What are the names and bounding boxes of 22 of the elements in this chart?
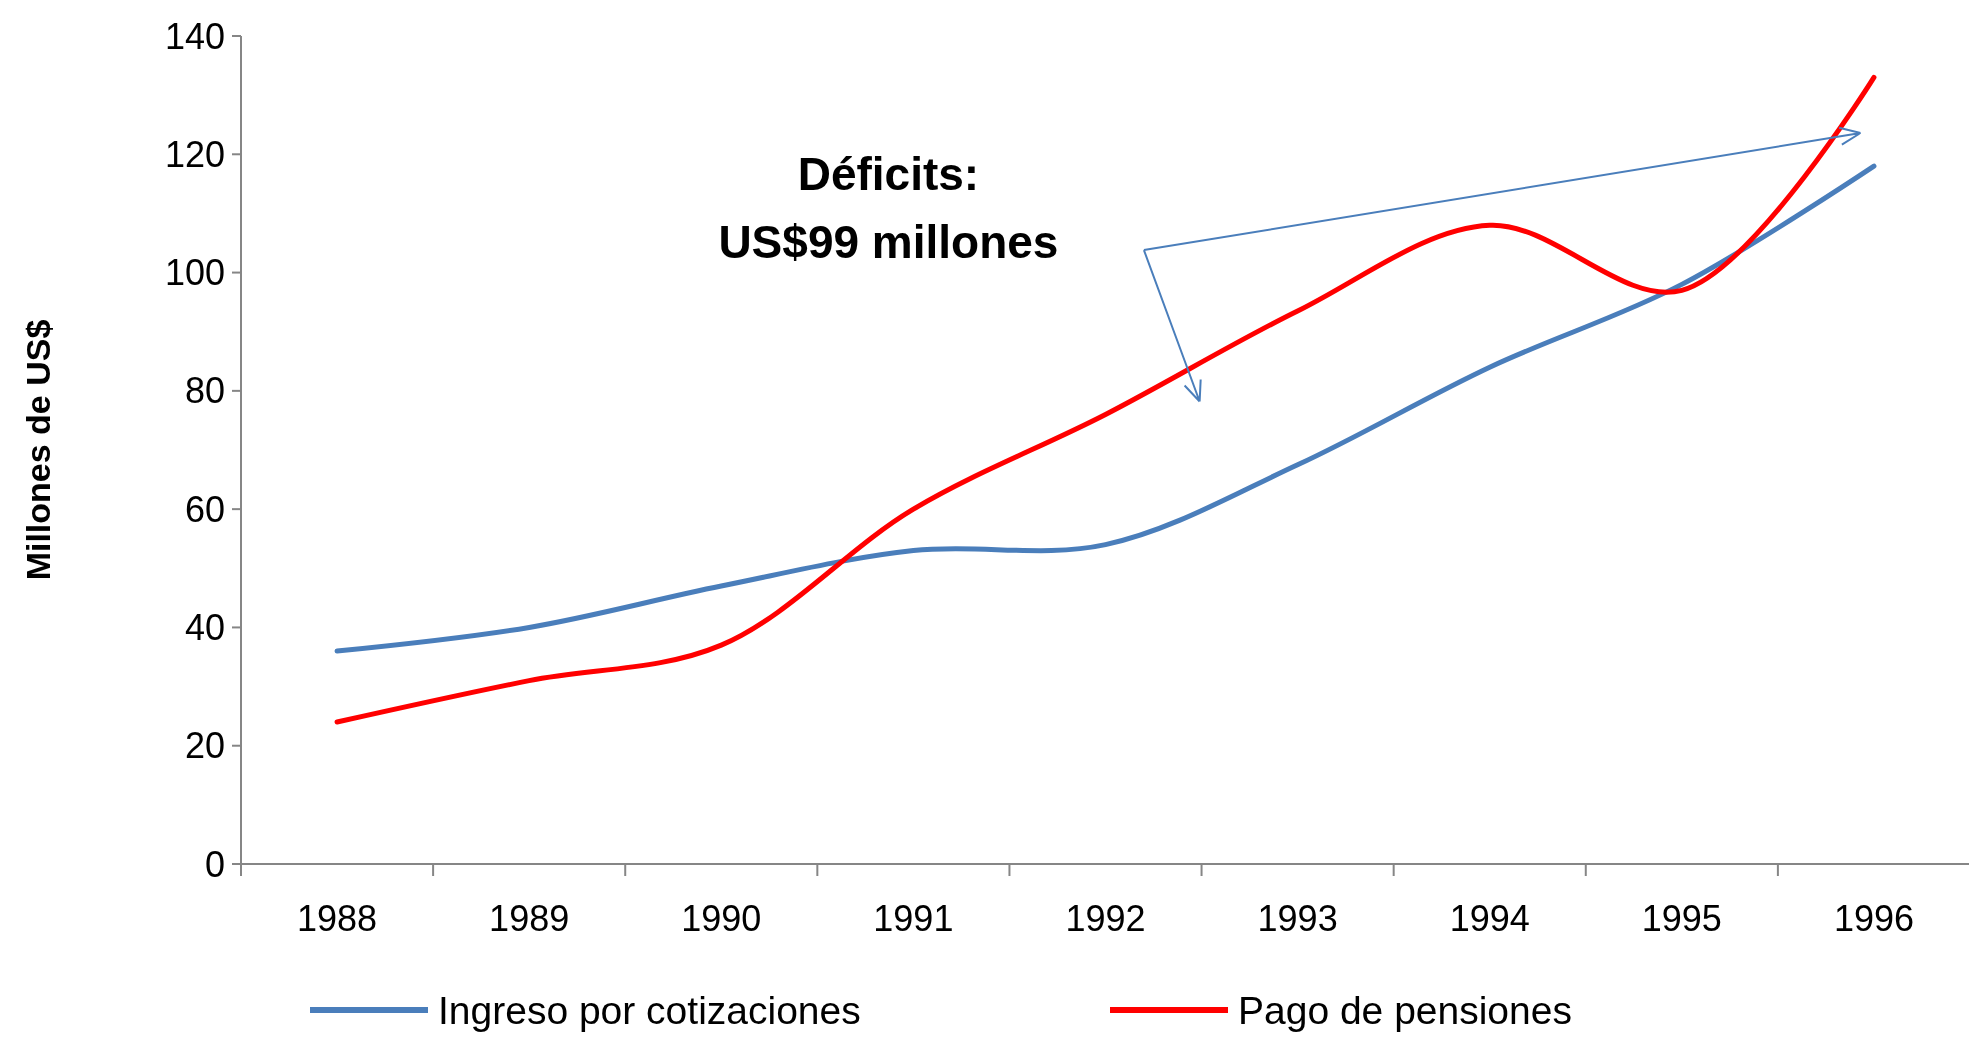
x-tick-label: 1995 [1641,898,1722,939]
x-tick-label: 1988 [297,898,378,939]
annotation: US$99 millones [718,215,1059,268]
x-tick-label: 1992 [1065,898,1146,939]
legend-label: Pago de pensiones [1238,988,1572,1032]
x-tick-label: 1991 [873,898,954,939]
y-tick-label: 100 [164,252,225,294]
x-tick-label: 1994 [1449,898,1530,939]
y-tick-label: 40 [184,607,225,649]
y-tick-label: 60 [184,488,225,530]
x-tick-label: 1989 [489,898,570,939]
x-tick-label: 1996 [1833,898,1914,939]
y-tick-label: 80 [184,370,225,412]
y-tick-label: 0 [204,843,225,885]
y-tick-label: 120 [164,133,225,175]
x-tick-label: 1993 [1257,898,1338,939]
y-axis-title: Millones de US$ [19,319,57,581]
annotation: Déficits: [797,147,980,200]
x-tick-label: 1990 [681,898,762,939]
legend-label: Ingreso por cotizaciones [438,988,861,1032]
y-tick-label: 20 [184,725,225,767]
y-tick-label: 140 [164,15,225,57]
